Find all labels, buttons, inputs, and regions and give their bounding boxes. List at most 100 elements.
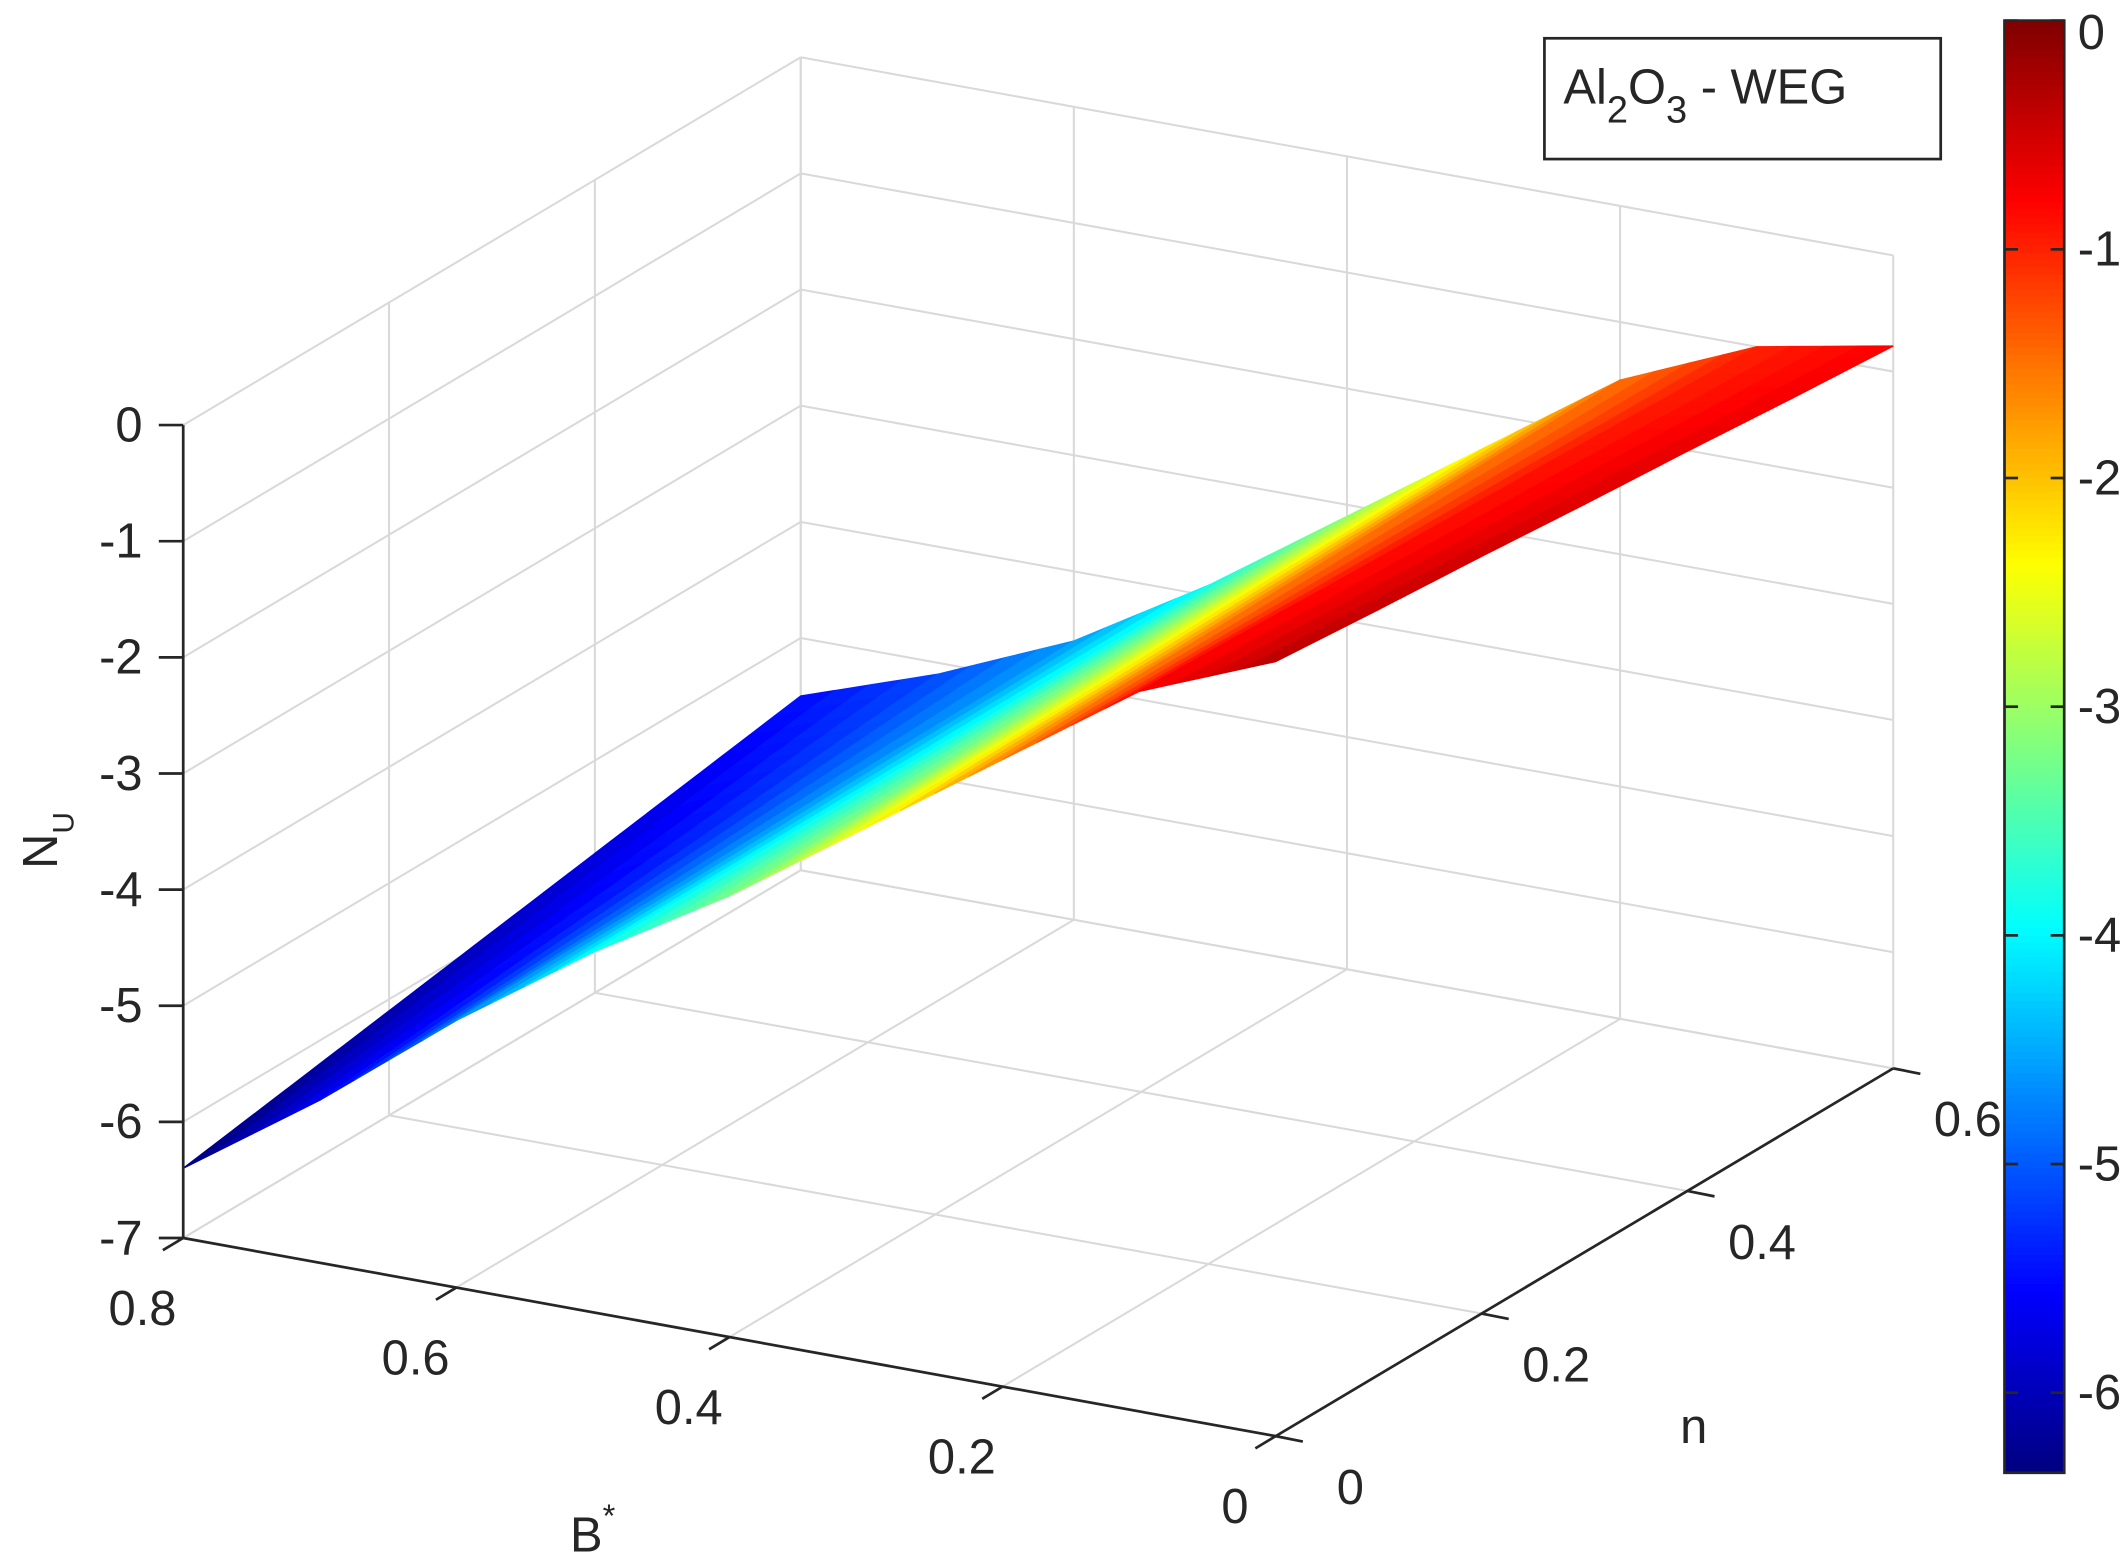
colorbar-swatch (2004, 1400, 2065, 1409)
colorbar-swatch (2004, 165, 2065, 175)
surface-cell (1344, 503, 1585, 578)
surface-cell (729, 763, 970, 897)
colorbar-swatch (2004, 1407, 2065, 1416)
colorbar-swatch (2004, 42, 2065, 51)
colorbar-swatch (2004, 187, 2065, 196)
colorbar-swatch (2004, 35, 2065, 44)
colorbar-swatch (2004, 463, 2065, 472)
x-tick-label: 0.2 (928, 1430, 996, 1484)
annotation-part: 2 (1607, 89, 1628, 131)
colorbar-swatch (2004, 855, 2065, 864)
colorbar-swatch (2004, 645, 2065, 654)
colorbar-swatch (2004, 194, 2065, 204)
colorbar-swatch (2004, 1247, 2065, 1257)
surface-cell (833, 640, 1075, 746)
colorbar-swatch (2004, 1385, 2065, 1395)
grid-line (594, 991, 1688, 1192)
grid-line (182, 172, 802, 543)
colorbar-swatch (2004, 1349, 2065, 1358)
colorbar-swatch (2004, 993, 2065, 1002)
colorbar-swatch (2004, 296, 2065, 305)
colorbar-swatch (2004, 340, 2065, 349)
colorbar-swatch (2004, 659, 2065, 668)
surface-cell (592, 831, 833, 953)
colorbar-swatch (2004, 630, 2065, 639)
colorbar-swatch (2004, 267, 2065, 276)
surface-cell (525, 830, 766, 959)
x-tick (162, 1236, 184, 1252)
grid-line (800, 869, 1894, 1070)
colorbar-swatch (2004, 1320, 2065, 1329)
colorbar-swatch (2004, 311, 2065, 320)
colorbar-swatch (2004, 64, 2065, 73)
colorbar-swatch (2004, 289, 2065, 298)
colorbar-tick-label: -5 (2078, 1137, 2121, 1191)
annotation-box (1543, 36, 1943, 161)
surface-cell (1243, 447, 1484, 581)
colorbar-swatch (2004, 1240, 2065, 1249)
z-tick-label: -4 (99, 863, 142, 917)
x-tick (981, 1385, 1004, 1400)
colorbar-swatch (2004, 942, 2065, 952)
colorbar-swatch (2004, 979, 2065, 988)
x-tick-label: 0 (1221, 1480, 1248, 1534)
colorbar-swatch (2004, 427, 2065, 436)
surface-cell (731, 704, 972, 818)
colorbar-swatch (2004, 245, 2065, 255)
surface-cell (968, 632, 1209, 765)
colorbar-swatch (2004, 1429, 2065, 1438)
colorbar-swatch (2004, 151, 2065, 160)
colorbar-swatch (2004, 790, 2065, 799)
colorbar-tick-label: 0 (2078, 6, 2105, 60)
surface-cell (1550, 398, 1791, 462)
colorbar-swatch (2004, 732, 2065, 741)
colorbar-swatch (2004, 616, 2065, 625)
colorbar-swatch (2004, 78, 2065, 88)
colorbar-swatch (2004, 528, 2065, 538)
colorbar-swatch (2004, 1124, 2065, 1133)
surface-cell (1310, 460, 1552, 571)
colorbar-swatch (2004, 129, 2065, 138)
colorbar-swatch (2004, 783, 2065, 792)
colorbar-swatch (2004, 27, 2065, 37)
colorbar-swatch (2004, 1167, 2065, 1177)
colorbar-swatch (2004, 819, 2065, 828)
colorbar-swatch (2004, 318, 2065, 327)
colorbar-swatch (2004, 390, 2065, 400)
y-tick (1892, 1067, 1921, 1076)
colorbar-swatch (2004, 398, 2065, 407)
colorbar-swatch (2004, 441, 2065, 451)
z-tick-label: -3 (99, 747, 142, 801)
surface-cell (1004, 579, 1245, 708)
colorbar-swatch (2004, 20, 2065, 29)
colorbar-swatch (2004, 862, 2065, 872)
colorbar-swatch (2004, 325, 2065, 334)
colorbar-swatch (2004, 1008, 2065, 1017)
colorbar-swatch (2004, 173, 2065, 182)
colorbar-swatch (2004, 1058, 2065, 1068)
colorbar-swatch (2004, 891, 2065, 901)
z-axis-label-base: N (14, 834, 68, 869)
colorbar-swatch (2004, 826, 2065, 835)
colorbar-swatch (2004, 1291, 2065, 1300)
colorbar-swatch (2004, 957, 2065, 966)
colorbar-swatch (2004, 1392, 2065, 1402)
grid-line (728, 968, 1348, 1338)
colorbar-swatch (2004, 688, 2065, 697)
colorbar-swatch (2004, 202, 2065, 211)
colorbar-tick-label: -4 (2078, 909, 2121, 963)
colorbar-swatch (2004, 1298, 2065, 1307)
colorbar-swatch (2004, 1182, 2065, 1191)
colorbar-swatch (2004, 1146, 2065, 1155)
colorbar-swatch (2004, 652, 2065, 661)
z-tick-label: -7 (99, 1211, 142, 1265)
colorbar-swatch (2004, 870, 2065, 879)
colorbar-swatch (2004, 536, 2065, 545)
colorbar-swatch (2004, 717, 2065, 727)
grid (182, 56, 1895, 1438)
colorbar-swatch (2004, 681, 2065, 690)
colorbar-swatch (2004, 180, 2065, 189)
grid-line (800, 288, 1894, 489)
y-tick-label: 0 (1337, 1461, 1364, 1515)
